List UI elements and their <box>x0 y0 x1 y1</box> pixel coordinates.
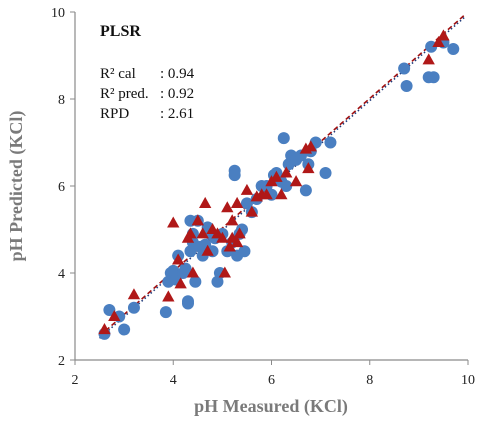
circle-point <box>238 245 251 258</box>
circle-point <box>103 303 116 316</box>
y-tick-label: 4 <box>58 267 65 282</box>
triangle-point <box>171 253 185 265</box>
triangle-point <box>98 323 111 335</box>
y-tick-label: 6 <box>58 180 65 195</box>
triangle-point <box>162 290 175 302</box>
circle-point <box>127 301 140 314</box>
circle-point <box>228 169 241 182</box>
x-tick-label: 2 <box>72 373 79 388</box>
circle-point <box>277 132 290 145</box>
triangle-point <box>240 183 254 195</box>
x-tick-label: 6 <box>268 373 275 388</box>
x-tick-label: 8 <box>366 373 373 388</box>
circle-point <box>189 275 202 288</box>
y-tick-label: 8 <box>58 93 65 108</box>
triangle-point <box>167 216 180 228</box>
triangle-point <box>196 227 209 239</box>
x-tick-group: 2 4 6 8 10 <box>72 360 475 388</box>
x-tick-label: 4 <box>170 373 177 388</box>
triangle-point <box>186 266 200 278</box>
circle-point <box>118 323 131 336</box>
triangle-point <box>201 244 214 256</box>
triangle-point <box>233 227 246 239</box>
circle-point <box>319 166 332 179</box>
triangle-point <box>304 140 317 152</box>
stat-r2-cal-value: : 0.94 <box>160 66 195 82</box>
triangle-point <box>218 266 232 278</box>
triangle-point <box>230 196 244 208</box>
triangle-point <box>260 188 273 200</box>
y-tick-label: 10 <box>51 6 65 21</box>
y-tick-group: 2 4 6 8 10 <box>51 6 75 369</box>
triangle-point <box>422 53 435 65</box>
circle-point <box>181 297 194 310</box>
circle-point <box>427 71 440 84</box>
triangle-point <box>216 231 229 243</box>
circle-point <box>159 306 172 319</box>
triangle-point <box>230 236 244 248</box>
triangle-point <box>184 227 197 239</box>
circle-point <box>179 262 192 275</box>
triangle-point <box>289 175 303 187</box>
triangle-point <box>191 214 204 226</box>
triangle-point <box>108 310 121 322</box>
triangle-point <box>223 240 236 252</box>
circle-point <box>324 136 337 149</box>
triangle-point <box>437 29 450 41</box>
stat-rpd-label: RPD <box>100 106 129 122</box>
triangle-point <box>432 35 445 47</box>
y-tick-label: 2 <box>58 354 65 369</box>
triangle-point <box>302 162 315 174</box>
triangle-point <box>245 205 259 217</box>
x-axis-title: pH Measured (KCl) <box>194 396 348 417</box>
data-point-group <box>98 29 460 340</box>
triangle-point <box>226 214 239 226</box>
circle-point <box>240 197 253 210</box>
circle-point <box>400 79 413 92</box>
stat-r2-cal-label: R² cal <box>100 66 136 82</box>
triangle-point <box>221 201 234 213</box>
stat-rpd-value: : 2.61 <box>160 106 194 122</box>
circle-point <box>299 184 312 197</box>
stat-r2-pred-label: R² pred. <box>100 86 149 102</box>
x-tick-label: 10 <box>461 373 475 388</box>
y-axis-title: pH Predicted (KCl) <box>6 111 27 262</box>
triangle-point <box>280 166 293 178</box>
circle-point <box>398 62 411 75</box>
triangle-point <box>199 196 212 208</box>
triangle-point <box>270 170 283 182</box>
circle-point <box>447 42 460 55</box>
fit-line-dotted <box>99 15 467 339</box>
circle-point <box>280 180 293 192</box>
stats-block: R² cal : 0.94 R² pred. : 0.92 RPD : 2.61 <box>100 66 195 122</box>
stat-r2-pred-value: : 0.92 <box>160 86 194 102</box>
chart-title: PLSR <box>100 23 141 40</box>
triangle-point <box>174 277 187 289</box>
triangle-point <box>275 188 288 200</box>
triangle-point <box>127 288 141 300</box>
